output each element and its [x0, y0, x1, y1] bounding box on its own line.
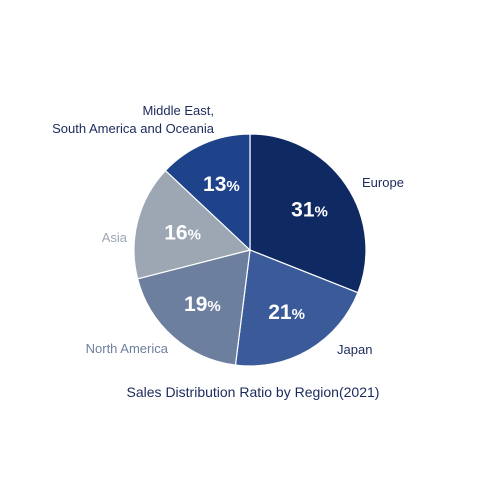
slice-category-label-1: Europe — [362, 175, 404, 190]
slice-category-label-4: Asia — [102, 230, 128, 245]
pie-slices — [133, 133, 367, 367]
slice-category-label-5: Middle East, South America and Oceania — [52, 103, 215, 136]
slice-percent-label-5: 13% — [203, 173, 240, 196]
slice-category-label-2: Japan — [337, 342, 372, 357]
chart-title: Sales Distribution Ratio by Region(2021) — [127, 384, 380, 400]
slice-percent-label-2: 21% — [268, 301, 305, 324]
pie-slice-4 — [133, 169, 251, 280]
pie-slice-5 — [164, 133, 251, 251]
slice-percent-label-1: 31% — [291, 199, 328, 222]
pie-slice-1 — [249, 133, 367, 294]
percent-labels: 31% 21% 19% 16% 13% — [164, 173, 328, 324]
pie-slice-3 — [137, 249, 251, 366]
pie-slice-2 — [234, 249, 359, 367]
slice-category-label-3: North America — [86, 341, 169, 356]
category-labels: Europe Japan North America Asia Middle East,… — [52, 103, 404, 357]
slice-percent-label-3: 19% — [184, 293, 221, 316]
slice-percent-label-4: 16% — [164, 222, 201, 245]
